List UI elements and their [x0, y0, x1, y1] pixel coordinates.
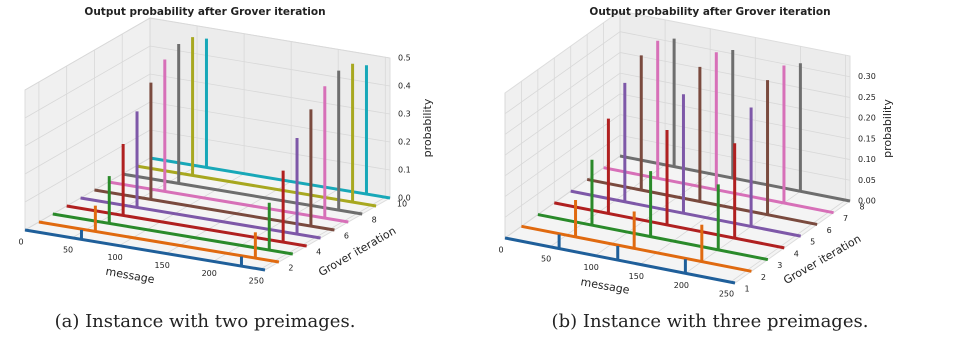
y-tick-label: 1 [744, 285, 749, 294]
x-tick-label: 0 [498, 246, 503, 255]
grid-line [504, 134, 851, 218]
x-axis-label: message [105, 265, 156, 286]
y-tick-label: 2 [761, 273, 766, 282]
z-tick-label: 0.20 [858, 114, 876, 123]
y-tick-label: 2 [288, 264, 293, 273]
x-tick-label: 100 [584, 263, 599, 272]
y-tick-label: 8 [859, 203, 864, 212]
x-tick-label: 50 [541, 254, 551, 263]
x-tick-label: 150 [629, 272, 644, 281]
x-axis-label: message [580, 275, 631, 296]
z-tick-label: 0.1 [398, 166, 411, 175]
z-tick-label: 0.00 [858, 197, 876, 206]
baseline [108, 180, 349, 224]
baseline [94, 188, 335, 232]
z-tick-label: 0.15 [858, 134, 876, 143]
x-tick-label: 0 [18, 238, 23, 247]
baseline [38, 220, 280, 264]
baseline [521, 224, 752, 273]
baseline [149, 156, 391, 200]
x-tick-label: 250 [249, 277, 264, 286]
grid-line [504, 31, 851, 115]
chart-title: Output probability after Grover iteratio… [84, 6, 325, 18]
panel: 0 50 100 150 200 250 1 2 3 4 5 6 7 80.00 0.05 0.10 0.15 0… [498, 6, 894, 332]
z-tick-label: 0.25 [858, 93, 876, 102]
y-tick-label: 7 [843, 214, 848, 223]
x-tick-label: 100 [107, 253, 122, 262]
baseline [80, 196, 321, 240]
z-tick-label: 0.2 [398, 138, 411, 147]
grid-line [504, 52, 851, 135]
grid-line [24, 17, 391, 91]
z-tick-label: 0.3 [398, 110, 411, 119]
caption: (a) Instance with two preimages. [55, 311, 356, 332]
baseline [66, 204, 307, 248]
grid-line [504, 114, 851, 197]
y-tick-label: 8 [372, 216, 377, 225]
z-tick-label: 0.5 [398, 54, 411, 63]
x-tick-label: 200 [674, 281, 689, 290]
y-tick-label: 5 [810, 238, 815, 247]
y-tick-label: 6 [827, 226, 832, 235]
grid-line [24, 45, 391, 119]
caption: (b) Instance with three preimages. [552, 311, 869, 332]
panel: 0 50 100 150 200 250 2 4 6 8 100.0 0.1 0.2 0.3 0.4 0.5 m… [18, 6, 434, 332]
y-tick-label: 3 [777, 261, 782, 270]
baseline [135, 164, 377, 208]
x-tick-label: 250 [719, 290, 734, 299]
x-tick-label: 200 [202, 269, 217, 278]
baseline [504, 236, 736, 285]
y-tick-label: 4 [316, 248, 321, 257]
y-tick-label: 6 [344, 232, 349, 241]
baseline [121, 172, 363, 216]
baseline [52, 212, 294, 256]
y-tick-label: 4 [794, 249, 799, 258]
grid-line [504, 93, 851, 177]
z-tick-label: 0.0 [398, 194, 411, 203]
z-tick-label: 0.10 [858, 155, 876, 164]
z-axis-label: probability [421, 98, 434, 157]
z-tick-label: 0.30 [858, 72, 876, 81]
x-tick-label: 50 [63, 245, 73, 254]
grid-line [504, 72, 851, 156]
z-tick-label: 0.05 [858, 176, 876, 185]
baseline [24, 228, 266, 272]
chart-title: Output probability after Grover iteratio… [589, 6, 830, 18]
x-tick-label: 150 [155, 261, 170, 270]
grid-line [24, 73, 391, 147]
z-axis-label: probability [881, 99, 894, 158]
y-tick-label: 10 [397, 200, 407, 209]
z-tick-label: 0.4 [398, 82, 411, 91]
